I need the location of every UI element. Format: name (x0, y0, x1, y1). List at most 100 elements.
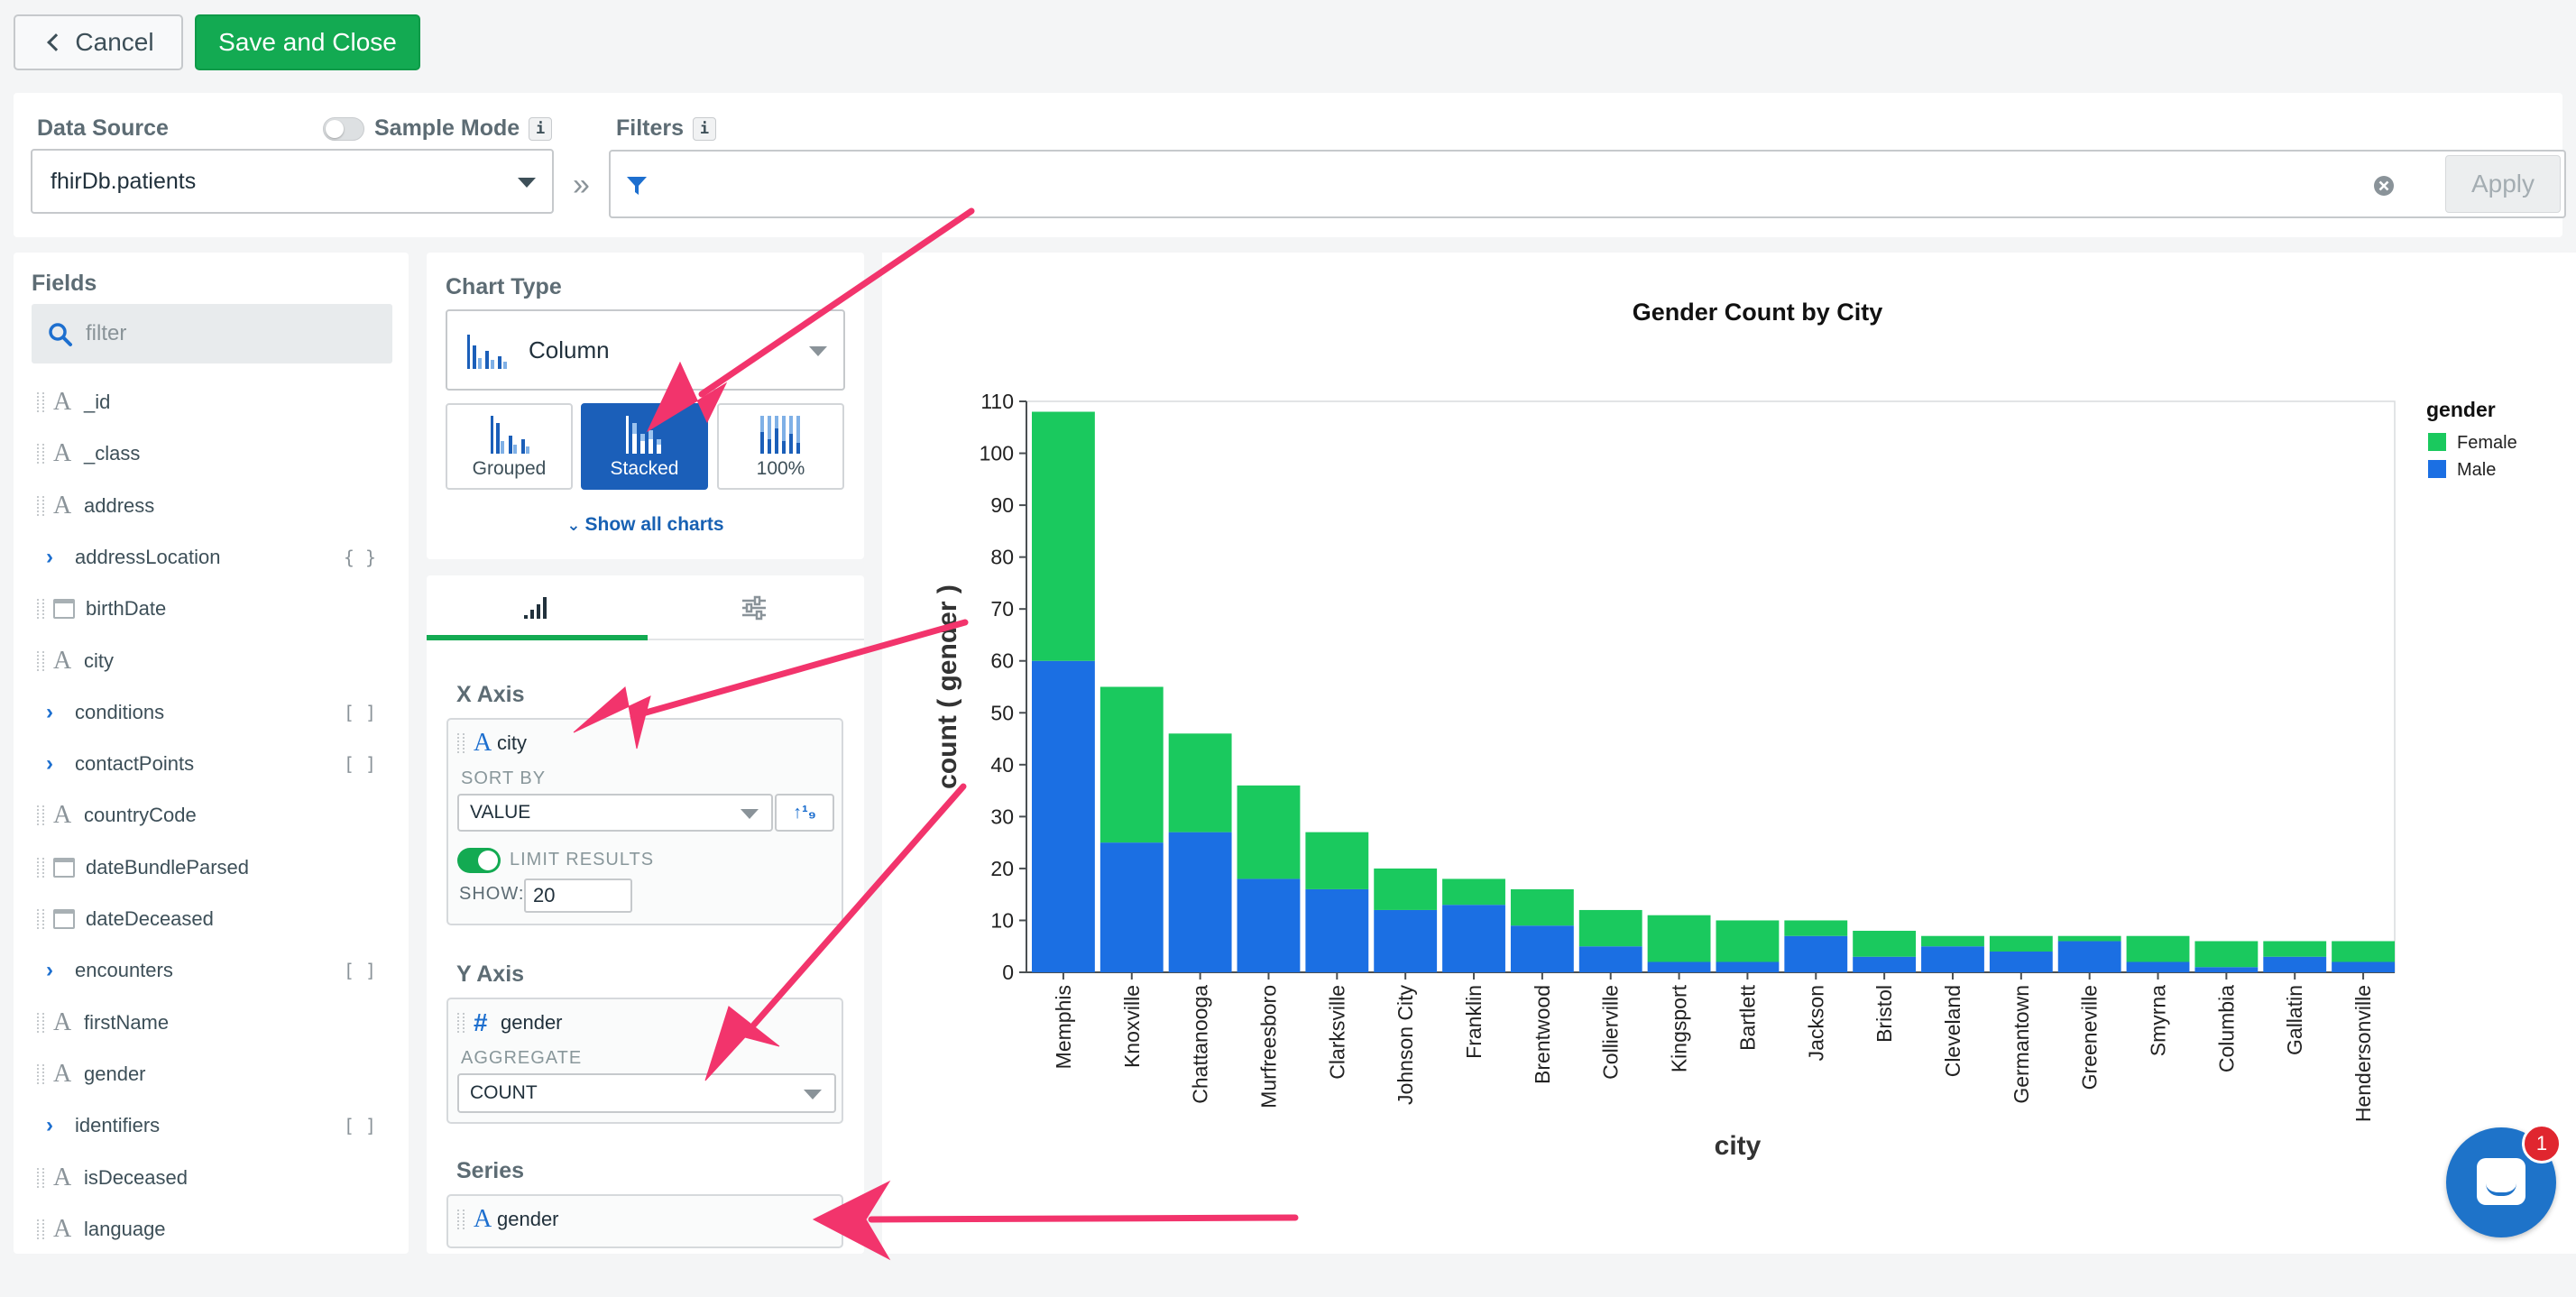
field-item-underscore-id[interactable]: A _id (32, 384, 401, 420)
drag-handle-icon[interactable] (457, 1210, 465, 1229)
x-tick-label: Gallatin (2283, 985, 2306, 1055)
drag-handle-icon[interactable] (37, 392, 44, 412)
field-item-birthdate[interactable]: birthDate (32, 591, 401, 627)
x-tick-label: Columbia (2214, 985, 2238, 1072)
drag-handle-icon[interactable] (37, 650, 44, 671)
tab-customize[interactable] (741, 595, 768, 621)
drag-handle-icon[interactable] (457, 1013, 465, 1033)
bar-female (2194, 941, 2259, 968)
field-item-identifiers[interactable]: › identifiers [ ] (32, 1108, 401, 1144)
chart-type-select[interactable]: Column (446, 309, 845, 391)
stacked-variant-button[interactable]: Stacked (581, 403, 708, 490)
sort-by-select[interactable]: VALUE (457, 794, 773, 832)
drag-handle-icon[interactable] (37, 1219, 44, 1239)
x-axis-field-chip[interactable]: A city (457, 729, 527, 758)
field-search-input[interactable]: filter (32, 304, 392, 363)
field-name: contactPoints (75, 752, 195, 776)
drag-handle-icon[interactable] (37, 805, 44, 826)
field-item-datedeceased[interactable]: dateDeceased (32, 901, 401, 937)
show-all-charts-link[interactable]: ⌄ Show all charts (566, 514, 724, 535)
number-type-icon: # (474, 1008, 488, 1036)
sort-order-button[interactable]: ↑¹₉ (775, 794, 834, 832)
drag-handle-icon[interactable] (37, 857, 44, 878)
chart-title: Gender Count by City (1633, 299, 1883, 326)
filter-icon (627, 177, 647, 195)
field-item-conditions[interactable]: › conditions [ ] (32, 694, 401, 731)
bar-female (1716, 920, 1780, 962)
drag-handle-icon[interactable] (37, 495, 44, 516)
sample-mode-toggle[interactable] (323, 117, 364, 141)
bar-male (1716, 961, 1780, 972)
apply-button[interactable]: Apply (2445, 155, 2561, 213)
string-type-icon: A (53, 801, 72, 830)
legend-title: gender (2426, 398, 2496, 421)
bar-male (1442, 905, 1505, 972)
encode-tabs (427, 575, 864, 640)
bar-female (1032, 411, 1095, 661)
grouped-variant-button[interactable]: Grouped (446, 403, 573, 490)
chart-panel: Gender Count by City 0 10 20 30 40 50 60 70 80 90 1… (882, 253, 2576, 1254)
drag-handle-icon[interactable] (37, 1012, 44, 1033)
x-tick-label: Hendersonville (2351, 985, 2375, 1122)
percent-variant-button[interactable]: 100% (717, 403, 844, 490)
chevron-right-icon[interactable]: › (46, 1113, 53, 1138)
bar-male (1989, 951, 2053, 972)
bar-male (2194, 967, 2259, 972)
array-type-icon: [ ] (343, 960, 376, 982)
bar-female (1921, 935, 1984, 947)
field-item-encounters[interactable]: › encounters [ ] (32, 952, 401, 989)
legend-label-female: Female (2457, 433, 2517, 453)
stacked-column-chart: Gender Count by City 0 10 20 30 40 50 60 70 80 90 1… (933, 299, 2517, 1161)
drag-handle-icon[interactable] (37, 1167, 44, 1188)
chevron-right-icon[interactable]: › (46, 751, 53, 777)
field-name: birthDate (86, 597, 167, 621)
limit-results-toggle[interactable] (457, 848, 501, 873)
field-item-addresslocation[interactable]: › addressLocation { } (32, 539, 401, 575)
tab-encode[interactable] (522, 595, 551, 621)
drag-handle-icon[interactable] (37, 1063, 44, 1084)
y-tick-label: 60 (990, 649, 1014, 673)
sample-mode-info-icon[interactable]: i (529, 117, 553, 142)
string-type-icon: A (53, 1214, 72, 1243)
cancel-button[interactable]: Cancel (14, 14, 183, 70)
save-and-close-button[interactable]: Save and Close (195, 14, 420, 70)
aggregate-select[interactable]: COUNT (457, 1073, 836, 1113)
filters-info-icon[interactable]: i (693, 117, 717, 142)
field-name: _id (84, 391, 111, 413)
drag-handle-icon[interactable] (37, 909, 44, 929)
filter-input[interactable]: Apply (609, 150, 2566, 218)
chevron-right-icon[interactable]: › (46, 544, 53, 569)
field-item-underscore-class[interactable]: A _class (32, 436, 401, 472)
field-item-datebundleparsed[interactable]: dateBundleParsed (32, 850, 401, 886)
cancel-label: Cancel (75, 28, 154, 56)
drag-handle-icon[interactable] (37, 444, 44, 465)
y-axis-field: gender (501, 1011, 563, 1034)
y-axis-field-chip[interactable]: # gender (457, 1008, 563, 1037)
field-item-contactpoints[interactable]: › contactPoints [ ] (32, 746, 401, 782)
bar-male (1374, 909, 1438, 972)
bar-female (1442, 878, 1505, 906)
chevron-right-icon[interactable]: › (46, 699, 53, 724)
y-tick-label: 30 (990, 805, 1014, 828)
chart-type-label: Chart Type (446, 274, 562, 299)
show-count-input[interactable]: 20 (524, 878, 632, 913)
field-name: language (84, 1217, 166, 1240)
data-source-select[interactable]: fhirDb.patients (31, 149, 554, 214)
bar-female (1305, 832, 1369, 889)
drag-handle-icon[interactable] (37, 599, 44, 620)
chevron-right-icon[interactable]: › (46, 958, 53, 983)
series-field-chip[interactable]: A gender (457, 1205, 559, 1234)
data-source-value: fhirDb.patients (51, 168, 197, 194)
chevron-down-icon (741, 809, 759, 819)
drag-handle-icon[interactable] (457, 733, 465, 753)
array-type-icon: [ ] (343, 701, 376, 723)
clear-icon[interactable] (2372, 174, 2396, 198)
series-label: Series (456, 1158, 525, 1183)
